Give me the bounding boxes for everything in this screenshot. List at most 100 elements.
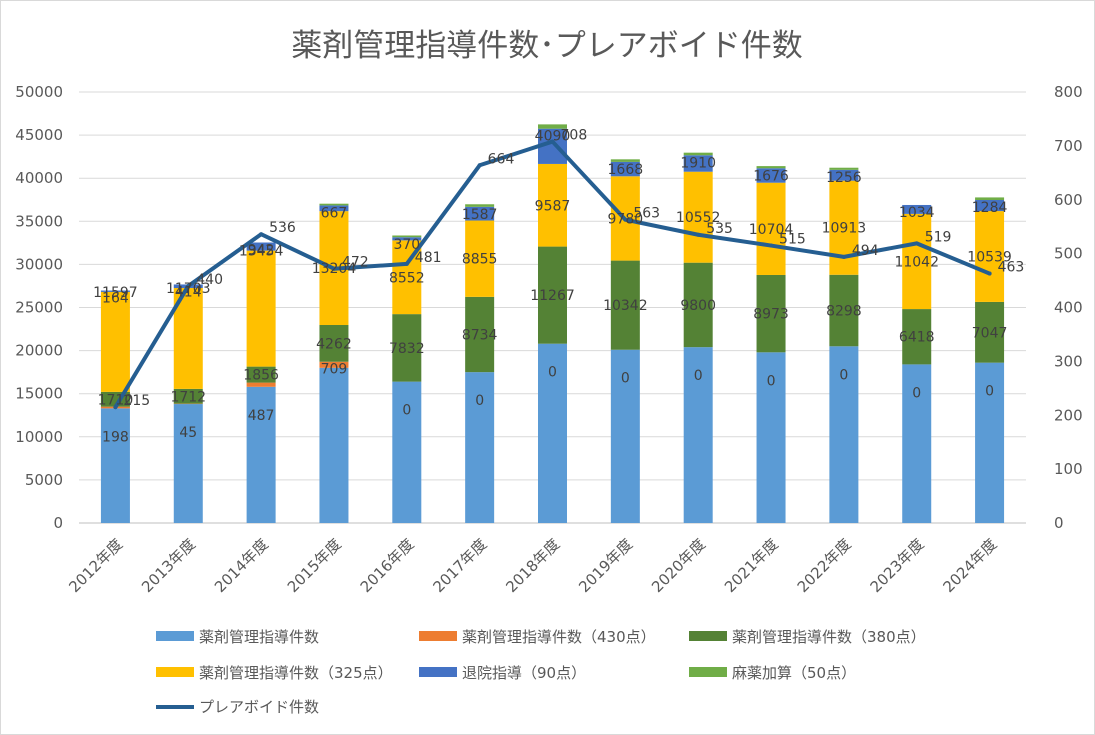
bar-data-label: 164: [102, 291, 129, 307]
y2-tick-label: 100: [1054, 460, 1083, 478]
bar-data-label: 11703: [166, 281, 211, 297]
bar-data-label: 1034: [899, 205, 935, 221]
line-data-label: 494: [852, 243, 879, 259]
category-axis: 2012年度 2013年度 2014年度 2015年度 2016年度 2017年度 2018…: [65, 535, 1000, 596]
line-data-label: 563: [633, 206, 660, 222]
bar-data-label: 0: [767, 373, 776, 389]
y-tick-label: 15000: [15, 385, 63, 403]
category-label: 2020年度: [648, 535, 709, 596]
bar-data-label: 6418: [899, 330, 935, 346]
bar-data-label: 1668: [608, 162, 644, 178]
bar-segment: [902, 204, 932, 214]
bar-segment: [319, 203, 349, 206]
bar-segment: [902, 364, 932, 523]
bar-data-label: 7832: [389, 341, 425, 357]
y2-tick-label: 700: [1054, 137, 1083, 155]
right-axis: 0 100 200 300 400 500 600 700 800: [1054, 83, 1083, 532]
bar-segment: [975, 200, 1005, 212]
line-point: [404, 261, 409, 266]
line-point: [259, 232, 264, 237]
bar-data-label: 1676: [753, 168, 789, 184]
bar-segment: [610, 161, 640, 177]
bar-data-label: 10342: [603, 298, 648, 314]
category-label: 2016年度: [357, 535, 418, 596]
line-data-label: 519: [925, 229, 952, 245]
y2-tick-label: 300: [1054, 352, 1083, 370]
bar-data-label: 0: [402, 403, 411, 419]
bar-data-label: 709: [321, 362, 348, 378]
y-tick-label: 30000: [15, 255, 63, 273]
bar-segment: [829, 169, 859, 181]
y-tick-label: 40000: [15, 169, 63, 187]
y2-tick-label: 200: [1054, 406, 1083, 424]
bar-segment: [902, 213, 932, 310]
y2-tick-label: 600: [1054, 191, 1083, 209]
bar-segment: [465, 296, 495, 373]
bar-data-label: 7047: [972, 325, 1008, 341]
bar-data-label: 13454: [239, 244, 284, 260]
bar-data-label: 9780: [608, 211, 644, 227]
bar-segment: [173, 388, 203, 404]
bar-segment: [683, 152, 713, 156]
line-layer: [113, 139, 992, 410]
bar-segment: [100, 291, 130, 392]
bar-data-label: 1856: [243, 368, 279, 384]
bar-segment: [392, 237, 422, 241]
bar-data-label: 8298: [826, 304, 862, 320]
legend-swatch: [419, 667, 457, 677]
bar-segment: [538, 246, 567, 344]
bar-data-label: 8973: [753, 307, 789, 323]
y2-tick-label: 500: [1054, 245, 1083, 263]
bar-segment: [683, 155, 713, 172]
bar-segment: [465, 220, 495, 297]
bar-data-label: 8552: [389, 270, 425, 286]
bar-data-label: 0: [839, 367, 848, 383]
bar-segment: [246, 386, 276, 523]
bar-segment: [319, 367, 349, 523]
line-data-label: 536: [269, 220, 296, 236]
bar-data-label: 370: [393, 237, 420, 253]
legend-label: 薬剤管理指導件数（380点）: [732, 628, 926, 646]
category-label: 2021年度: [721, 535, 782, 596]
y-tick-label: 35000: [15, 212, 63, 230]
bar-data-label: 11267: [530, 288, 575, 304]
legend-label: 薬剤管理指導件数（325点）: [199, 664, 393, 682]
bar-segment: [610, 260, 640, 350]
line-point: [696, 232, 701, 237]
line-data-label: 481: [415, 250, 442, 266]
bar-segment: [829, 346, 859, 523]
bar-segment: [319, 205, 349, 212]
line-point: [186, 283, 191, 288]
legend-label: 薬剤管理指導件数（430点）: [462, 628, 656, 646]
bar-segment: [100, 408, 130, 523]
bar-data-label: 0: [548, 365, 557, 381]
bar-data-label: 9587: [535, 198, 571, 214]
y2-tick-label: 400: [1054, 299, 1083, 317]
bar-data-label: 4262: [316, 336, 352, 352]
line-point: [113, 405, 118, 410]
legend-swatch: [156, 631, 194, 641]
category-label: 2023年度: [867, 535, 928, 596]
bar-data-label: 10704: [749, 222, 794, 238]
bar-segment: [829, 274, 859, 347]
bar-data-label: 414: [175, 284, 202, 300]
bar-segment: [829, 167, 859, 170]
bar-data-label: 11597: [93, 285, 138, 301]
bar-data-label: 198: [102, 429, 129, 445]
bar-segment: [829, 180, 859, 275]
bar-data-label: 0: [985, 384, 994, 400]
bar-segment: [975, 197, 1005, 201]
bar-segment: [610, 349, 640, 523]
line-data-label: 215: [123, 393, 150, 409]
bar-data-label: 11042: [894, 254, 939, 270]
bar-data-label: 8734: [462, 328, 498, 344]
bar-segment: [392, 381, 422, 523]
bar-segment: [683, 171, 713, 263]
bar-data-label: 667: [321, 205, 348, 221]
legend-label: 薬剤管理指導件数: [199, 628, 319, 646]
bar-segment: [756, 166, 786, 169]
bar-segment: [246, 242, 276, 251]
bar-data-label: 1710: [98, 392, 134, 408]
